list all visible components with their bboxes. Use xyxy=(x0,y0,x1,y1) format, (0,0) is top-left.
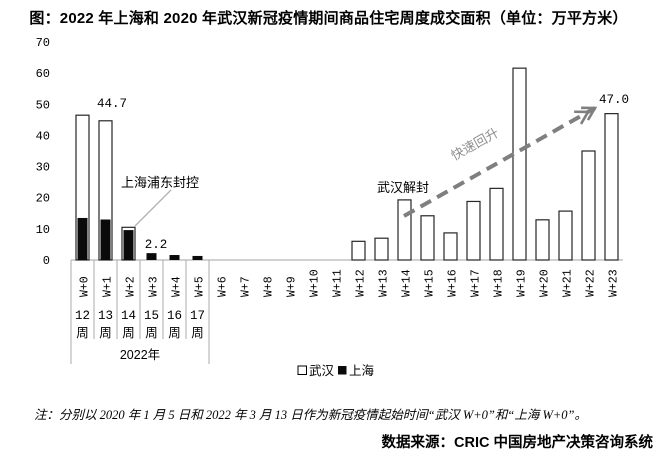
x-axis-label-W+4: W+4 xyxy=(171,276,184,297)
annotation-label-44-7: 44.7 xyxy=(97,97,127,111)
y-axis-tick-label: 40 xyxy=(36,129,50,143)
x-axis-label-W+20: W+20 xyxy=(539,269,552,297)
x-axis-label-W+11: W+11 xyxy=(332,269,345,297)
x-axis-label-W+19: W+19 xyxy=(516,269,529,297)
y-axis-tick-label: 20 xyxy=(36,192,50,206)
bar-wuhan-W+23 xyxy=(604,113,619,261)
x-axis-label-W+7: W+7 xyxy=(240,276,253,297)
bar-wuhan-W+13 xyxy=(374,237,389,261)
bar-wuhan-W+14 xyxy=(397,199,412,261)
x-axis-label-W+13: W+13 xyxy=(378,269,391,297)
bar-wuhan-W+19 xyxy=(512,67,527,261)
x-axis-label-W+22: W+22 xyxy=(585,269,598,297)
x-axis-label-W+0: W+0 xyxy=(79,276,92,297)
week-unit-label: 周 xyxy=(122,326,135,340)
y-axis-tick-label: 70 xyxy=(36,36,50,50)
x-axis-label-W+5: W+5 xyxy=(194,276,207,297)
annotation-shanghai-lockdown: 上海浦东封控 xyxy=(121,175,199,190)
bar-shanghai-W+0 xyxy=(77,217,88,260)
annotation-label-47-0: 47.0 xyxy=(599,93,629,107)
legend-swatch-wuhan xyxy=(297,365,307,375)
week-unit-label: 周 xyxy=(191,326,204,340)
x-axis-label-W+23: W+23 xyxy=(608,269,621,297)
y-axis-tick-label: 60 xyxy=(36,67,50,81)
y-axis-tick-label: 30 xyxy=(36,161,50,175)
week-number-label: 14 xyxy=(121,309,136,323)
annotation-rapid-rebound: 快速回升 xyxy=(448,125,501,163)
footnote: 注：分别以 2020 年 1 月 5 日和 2022 年 3 月 13 日作为新… xyxy=(34,408,588,422)
x-axis-label-W+3: W+3 xyxy=(148,276,161,297)
bar-shanghai-W+1 xyxy=(100,219,111,260)
week-number-label: 15 xyxy=(144,309,159,323)
bar-wuhan-W+15 xyxy=(420,215,435,261)
legend-label-shanghai: 上海 xyxy=(349,363,375,378)
week-unit-label: 周 xyxy=(76,326,89,340)
trend-arrow xyxy=(403,106,598,218)
bar-wuhan-W+21 xyxy=(558,210,573,261)
chart-title: 图：2022 年上海和 2020 年武汉新冠疫情期间商品住宅周度成交面积（单位：… xyxy=(29,10,628,27)
week-unit-label: 周 xyxy=(99,326,112,340)
bar-shanghai-W+4 xyxy=(169,255,180,260)
week-number-label: 12 xyxy=(75,309,90,323)
bar-wuhan-W+22 xyxy=(581,150,596,261)
bar-wuhan-W+16 xyxy=(443,232,458,261)
bar-wuhan-W+17 xyxy=(466,200,481,261)
bar-wuhan-W+12 xyxy=(351,240,366,261)
x-axis-label-W+1: W+1 xyxy=(102,276,115,297)
y-axis-tick-label: 10 xyxy=(36,223,50,237)
x-axis-label-W+12: W+12 xyxy=(355,269,368,297)
x-axis-label-W+6: W+6 xyxy=(217,276,230,297)
week-number-label: 16 xyxy=(167,309,182,323)
bar-shanghai-W+3 xyxy=(146,253,157,260)
callout-leader-line xyxy=(134,189,172,227)
x-axis-label-W+8: W+8 xyxy=(263,276,276,297)
x-axis-label-W+14: W+14 xyxy=(401,269,414,297)
x-axis-label-W+18: W+18 xyxy=(493,269,506,297)
x-axis-label-W+9: W+9 xyxy=(286,276,299,297)
week-unit-label: 周 xyxy=(168,326,181,340)
annotation-label-2-2: 2.2 xyxy=(145,238,168,252)
legend-swatch-shanghai xyxy=(338,366,347,375)
annotation-wuhan-reopen: 武汉解封 xyxy=(377,180,429,195)
bar-wuhan-W+20 xyxy=(535,219,550,261)
bar-wuhan-W+18 xyxy=(489,187,504,261)
bar-shanghai-W+5 xyxy=(192,255,203,260)
x-axis-label-W+10: W+10 xyxy=(309,269,322,297)
x-axis-label-W+21: W+21 xyxy=(562,269,575,297)
week-unit-label: 周 xyxy=(145,326,158,340)
y-axis-tick-label: 50 xyxy=(36,98,50,112)
x-axis-label-W+2: W+2 xyxy=(125,276,138,297)
y-axis-tick-label: 0 xyxy=(43,254,50,268)
x-axis-label-W+17: W+17 xyxy=(470,269,483,297)
x-axis-label-W+16: W+16 xyxy=(447,269,460,297)
legend-label-wuhan: 武汉 xyxy=(309,364,335,378)
x-axis-label-W+15: W+15 xyxy=(424,269,437,297)
week-number-label: 13 xyxy=(98,309,113,323)
year-group-label: 2022年 xyxy=(120,348,160,362)
bar-shanghai-W+2 xyxy=(123,230,134,260)
week-number-label: 17 xyxy=(190,309,205,323)
data-source: 数据来源：CRIC 中国房地产决策咨询系统 xyxy=(381,435,653,451)
weekly-sales-bar-chart: 0 10 20 30 40 50 60 70 W+0 W+1 W+2 W+3 W+4 W+5 W+6 W+7 W… xyxy=(36,36,629,378)
